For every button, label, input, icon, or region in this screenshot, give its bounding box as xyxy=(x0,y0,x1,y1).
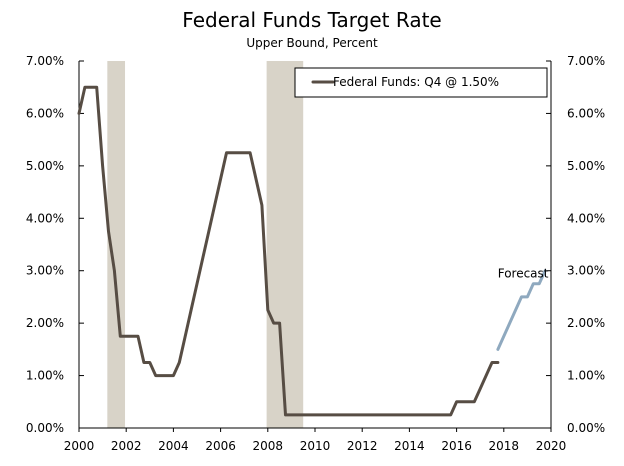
x-tick-label: 2016 xyxy=(441,439,472,453)
chart-title: Federal Funds Target Rate xyxy=(182,8,441,32)
y-tick-label-left: 1.00% xyxy=(26,369,64,383)
y-tick-label-left: 2.00% xyxy=(26,316,64,330)
y-tick-label-right: 0.00% xyxy=(567,421,605,435)
series-line-actual xyxy=(77,85,500,417)
series-lines xyxy=(77,85,547,417)
y-tick-label-right: 6.00% xyxy=(567,106,605,120)
recession-band xyxy=(266,61,304,428)
y-tick-label-right: 1.00% xyxy=(567,369,605,383)
x-tick-label: 2018 xyxy=(489,439,520,453)
x-tick-label: 2020 xyxy=(536,439,567,453)
legend-box xyxy=(294,67,548,98)
x-tick-label: 2002 xyxy=(111,439,142,453)
y-tick-label-left: 0.00% xyxy=(26,421,64,435)
y-tick-label-left: 7.00% xyxy=(26,54,64,68)
y-tick-label-left: 5.00% xyxy=(26,159,64,173)
y-tick-label-left: 6.00% xyxy=(26,106,64,120)
y-tick-label-right: 2.00% xyxy=(567,316,605,330)
x-tick-label: 2012 xyxy=(347,439,378,453)
forecast-annotation: Forecast xyxy=(498,266,549,280)
series-line-forecast xyxy=(496,269,547,351)
x-tick-label: 2004 xyxy=(158,439,189,453)
x-tick-label: 2008 xyxy=(253,439,284,453)
x-tick-label: 2010 xyxy=(300,439,331,453)
y-tick-label-left: 4.00% xyxy=(26,211,64,225)
axes: 0.00% 1.00% 2.00% 3.00% 4.00% 5.00% 6.00% 7.00%… xyxy=(26,54,605,453)
recession-bands xyxy=(107,61,304,428)
y-tick-label-right: 4.00% xyxy=(567,211,605,225)
legend-label: Federal Funds: Q4 @ 1.50% xyxy=(333,75,499,89)
x-tick-label: 2006 xyxy=(205,439,236,453)
y-tick-label-right: 7.00% xyxy=(567,54,605,68)
y-tick-label-left: 3.00% xyxy=(26,264,64,278)
legend: Federal Funds: Q4 @ 1.50% xyxy=(294,67,548,98)
x-tick-label: 2014 xyxy=(394,439,425,453)
x-tick-label: 2000 xyxy=(64,439,95,453)
chart-subtitle: Upper Bound, Percent xyxy=(246,36,378,50)
y-tick-label-right: 3.00% xyxy=(567,264,605,278)
y-tick-label-right: 5.00% xyxy=(567,159,605,173)
